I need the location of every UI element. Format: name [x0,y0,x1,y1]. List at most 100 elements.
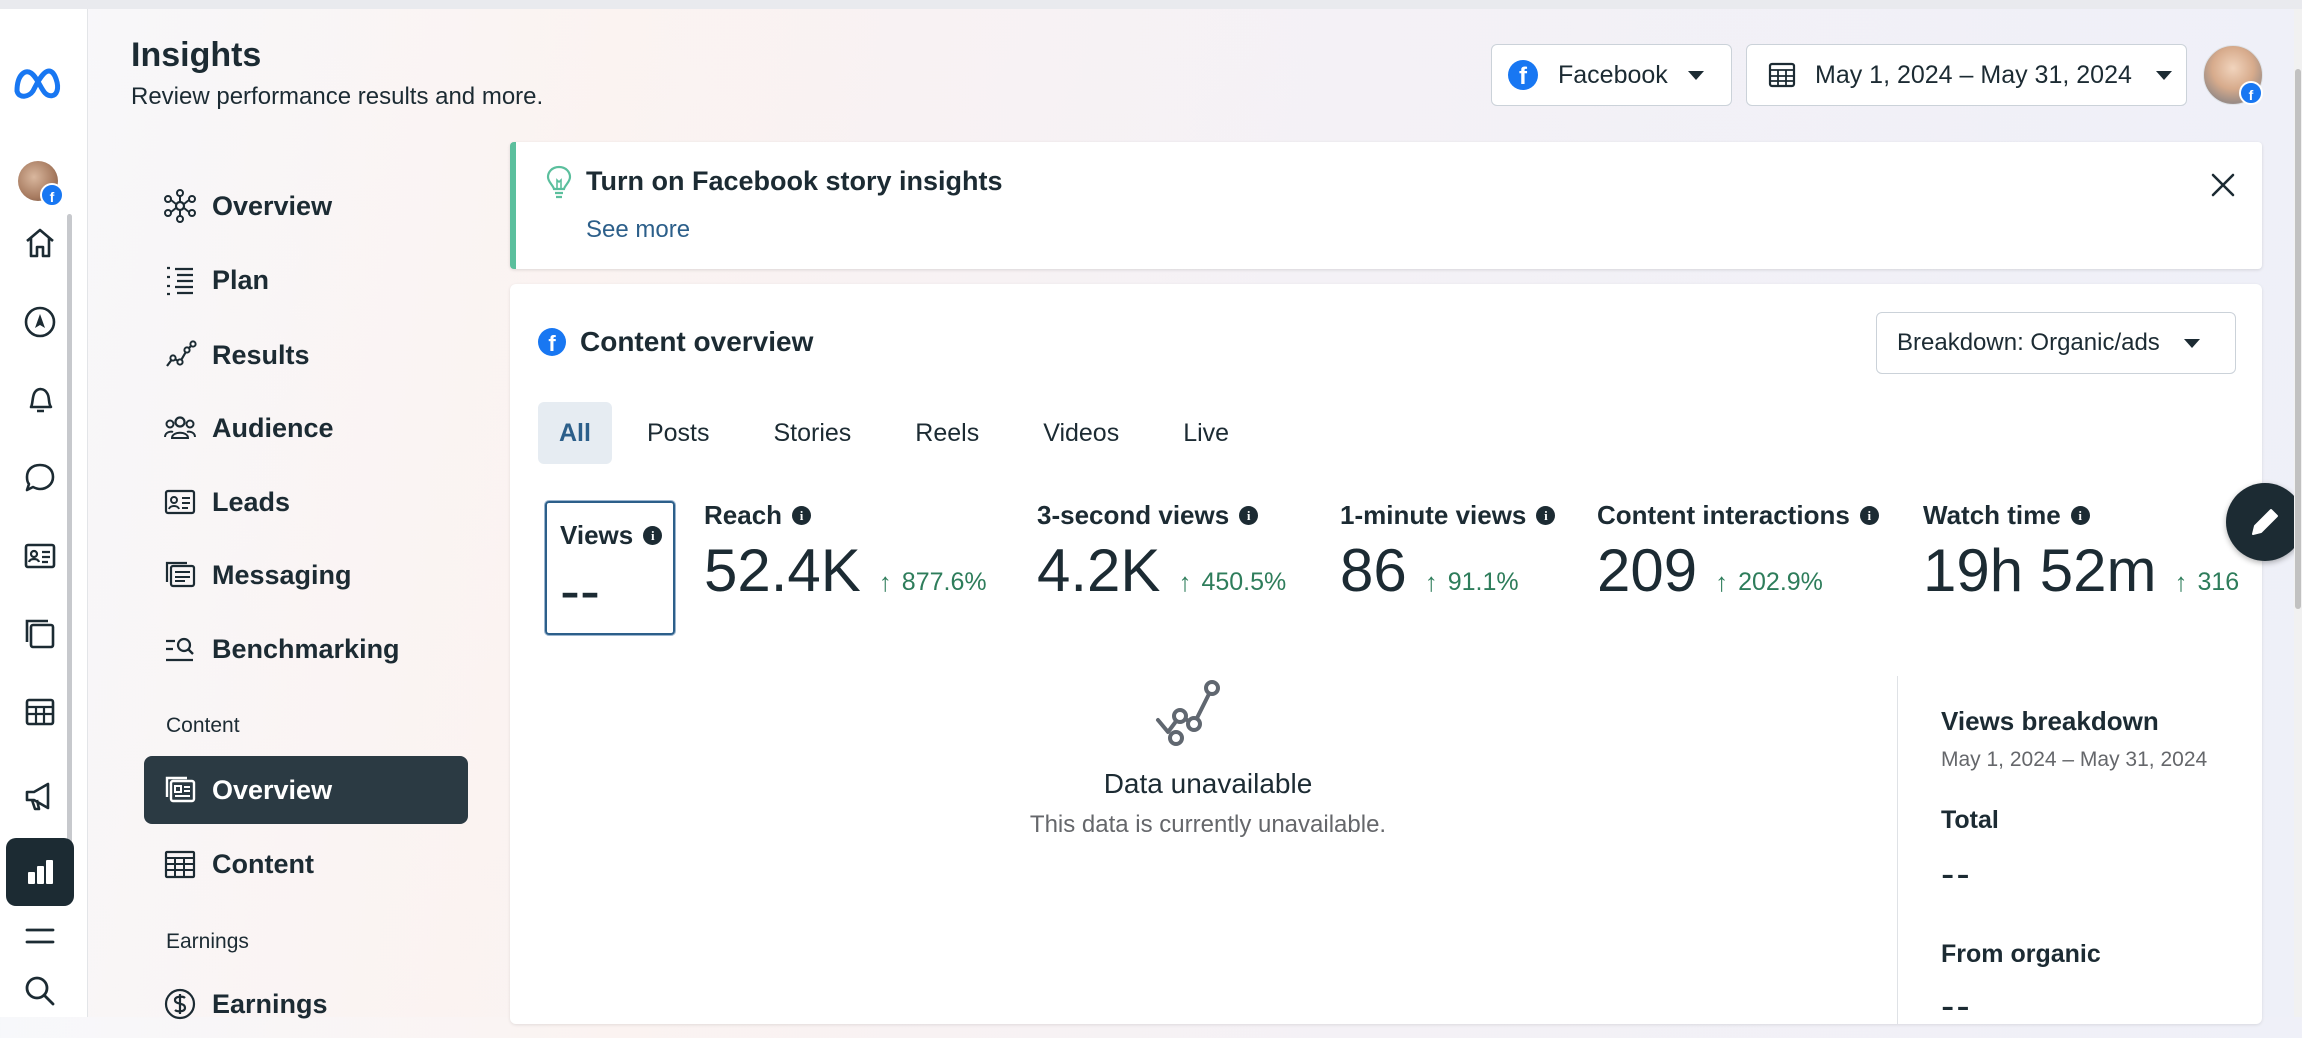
nav-section-content: Content [166,714,240,737]
nav-item-earnings[interactable]: Earnings [144,970,468,1038]
nav-item-leads[interactable]: Leads [144,468,468,536]
tab-stories[interactable]: Stories [773,418,852,447]
metric-label: 1-minute views [1340,500,1527,530]
nav-item-results[interactable]: Results [144,321,468,389]
from-organic-label: From organic [1941,940,2101,968]
tab-all[interactable]: All [538,402,612,464]
page-title: Insights [131,36,262,74]
chevron-down-icon [1687,70,1704,80]
metric-change: 91.1% [1447,568,1519,596]
meta-logo-icon[interactable] [10,61,72,105]
arrow-up-icon: ↑ [878,567,892,597]
nav-item-overview[interactable]: Overview [144,172,468,240]
info-icon[interactable]: i [643,526,663,545]
contacts-icon[interactable] [18,534,62,578]
tab-live[interactable]: Live [1183,418,1230,447]
banner-title: Turn on Facebook story insights [586,166,1003,196]
nav-item-label: Plan [212,264,270,295]
breakdown-dropdown[interactable]: Breakdown: Organic/ads [1876,312,2236,374]
info-icon[interactable]: i [792,506,812,525]
empty-state-title: Data unavailable [1103,768,1313,799]
edit-fab-button[interactable] [2226,483,2302,561]
scrollbar-thumb[interactable] [2295,69,2301,609]
nav-item-label: Overview [212,774,333,805]
nav-item-plan[interactable]: Plan [144,246,468,314]
info-icon[interactable]: i [1239,506,1259,525]
home-icon[interactable] [18,221,62,265]
metric-value: 52.4K [704,537,861,604]
metric-value: 19h 52m [1923,537,2157,604]
benchmarking-icon [162,631,198,667]
ads-icon[interactable] [18,774,62,818]
page-scrollbar[interactable] [2294,9,2302,1017]
chevron-down-icon [2183,338,2200,348]
metric-change: 877.6% [901,568,987,596]
nav-item-benchmarking[interactable]: Benchmarking [144,615,468,683]
metric-1-minute-views[interactable]: 1-minute views i 86 ↑ 91.1% [1340,500,1556,604]
insights-icon[interactable] [6,838,74,906]
messaging-icon [162,557,198,593]
arrow-up-icon: ↑ [1424,567,1438,597]
audience-icon [162,410,198,446]
lightbulb-icon [546,165,572,199]
content-overview-icon [162,772,198,808]
metric-change: 316 [2197,568,2240,596]
metric-value: -- [560,557,600,624]
metric-value: 86 [1340,537,1407,604]
see-more-link[interactable]: See more [586,216,691,243]
info-icon[interactable]: i [1536,506,1556,525]
nav-item-label: Benchmarking [212,633,400,664]
facebook-badge-icon: f [2239,81,2263,105]
menu-icon[interactable] [18,914,62,958]
content-overview-card: f Content overview Breakdown: Organic/ad… [510,284,2262,1024]
total-label: Total [1941,806,1999,834]
views-breakdown-date: May 1, 2024 – May 31, 2024 [1941,748,2208,771]
metric-change: 202.9% [1738,568,1823,596]
search-icon[interactable] [18,969,62,1013]
metric-reach[interactable]: Reach i 52.4K ↑ 877.6% [704,500,987,603]
nav-item-label: Leads [212,486,291,517]
tab-videos[interactable]: Videos [1043,418,1120,447]
total-value: -- [1941,852,1972,896]
metric-views[interactable]: Views i -- [545,501,675,635]
nav-item-content[interactable]: Content [144,830,468,898]
facebook-icon: f [538,328,566,356]
arrow-up-icon: ↑ [1178,567,1192,597]
page-subtitle: Review performance results and more. [131,83,544,110]
messages-icon[interactable] [18,456,62,500]
global-nav-rail: f [0,9,88,1017]
notifications-icon[interactable] [18,378,62,422]
info-icon[interactable]: i [1859,506,1879,525]
calendar-icon [1768,62,1796,88]
explore-icon[interactable] [18,300,62,344]
metric-3-second-views[interactable]: 3-second views i 4.2K ↑ 450.5% [1037,500,1286,603]
pages-icon[interactable] [18,612,62,656]
nav-item-label: Messaging [212,559,352,590]
close-icon[interactable] [2206,168,2240,202]
content-overview-title: Content overview [580,326,814,357]
results-icon [162,337,198,373]
nav-item-messaging[interactable]: Messaging [144,541,468,609]
nav-item-label: Results [212,339,310,370]
tab-posts[interactable]: Posts [646,418,710,447]
from-organic-value: -- [1941,984,1972,1024]
date-range-selector[interactable]: May 1, 2024 – May 31, 2024 [1746,44,2187,106]
metric-label: Watch time [1923,500,2061,530]
info-icon[interactable]: i [2070,506,2090,525]
metric-content-interactions[interactable]: Content interactions i 209 ↑ 202.9% [1597,500,1879,603]
facebook-icon: f [1508,60,1538,90]
nav-section-earnings: Earnings [166,930,249,953]
nav-item-audience[interactable]: Audience [144,394,468,462]
table-icon[interactable] [18,690,62,734]
nav-item-content-overview[interactable]: Overview [144,756,468,824]
plan-icon [162,262,198,298]
facebook-badge-icon: f [40,183,64,207]
metric-label: Reach [704,500,783,530]
platform-label: Facebook [1558,60,1668,89]
platform-selector[interactable]: f Facebook [1491,44,1732,106]
divider [1897,676,1898,1024]
content-type-tabs: All Posts Stories Reels Videos Live [538,402,1272,464]
tab-reels[interactable]: Reels [915,418,980,447]
rail-scrollbar[interactable] [67,214,72,864]
metric-watch-time[interactable]: Watch time i 19h 52m ↑ 316 [1923,500,2239,603]
